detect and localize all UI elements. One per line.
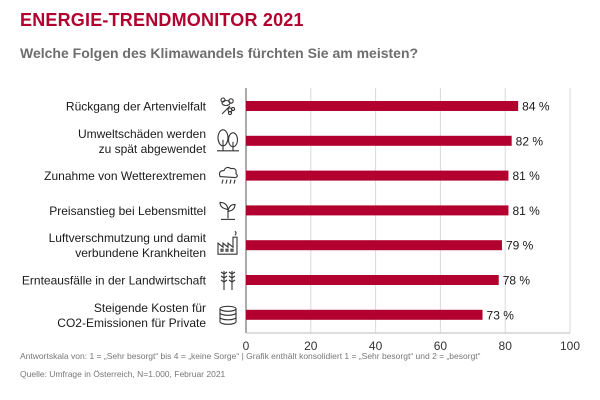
category-label: Luftverschmutzung und damit verbundene Kr…	[49, 231, 207, 260]
storm-cloud-icon	[218, 166, 238, 184]
sprout-icon	[219, 201, 236, 220]
trees-icon	[217, 129, 239, 152]
category-label-line: Steigende Kosten für	[94, 301, 206, 315]
bee-flower-icon	[220, 97, 236, 116]
bar-value-label: 84 %	[522, 100, 550, 114]
category-label-line: CO2-Emissionen für Private	[57, 316, 206, 330]
category-label-line: Zunahme von Wetterextremen	[44, 169, 206, 183]
x-tick-label: 0	[243, 339, 250, 353]
category-label-line: Luftverschmutzung und damit	[49, 231, 207, 245]
chart-subtitle: Welche Folgen des Klimawandels fürchten …	[20, 45, 419, 61]
category-label-line: Preisanstieg bei Lebensmittel	[49, 204, 206, 218]
factory-icon	[217, 230, 238, 255]
bar	[246, 205, 509, 216]
bar	[246, 135, 512, 146]
category-label: Rückgang der Artenvielfalt	[66, 100, 207, 114]
bar	[246, 309, 483, 320]
category-label: Zunahme von Wetterextremen	[44, 169, 206, 183]
category-label-line: zu spät abgewendet	[99, 142, 207, 156]
x-tick-label: 80	[499, 339, 513, 353]
category-label-line: Rückgang der Artenvielfalt	[66, 100, 207, 114]
category-label-line: Ernteausfälle in der Landwirtschaft	[22, 274, 207, 288]
bar-value-label: 73 %	[487, 308, 515, 322]
category-label: Ernteausfälle in der Landwirtschaft	[22, 274, 207, 288]
category-label: Umweltschäden werden zu spät abgewendet	[78, 127, 207, 156]
source-footnote: Quelle: Umfrage in Österreich, N=1.000, …	[20, 369, 226, 379]
category-label-line: verbundene Krankheiten	[75, 246, 206, 260]
x-tick-label: 60	[434, 339, 448, 353]
wheat-icon	[220, 271, 236, 290]
category-label: Steigende Kosten für CO2-Emissionen für P…	[57, 301, 206, 330]
bar-value-label: 82 %	[516, 134, 544, 148]
bar	[246, 170, 509, 181]
bar-value-label: 79 %	[506, 239, 534, 253]
category-label: Preisanstieg bei Lebensmittel	[49, 204, 206, 218]
bar-value-label: 78 %	[503, 274, 531, 288]
x-tick-label: 20	[304, 339, 318, 353]
x-tick-label: 100	[560, 339, 580, 353]
bar-value-label: 81 %	[512, 204, 540, 218]
category-label-line: Umweltschäden werden	[78, 127, 206, 141]
bar-value-label: 81 %	[512, 169, 540, 183]
x-tick-label: 40	[369, 339, 383, 353]
bar	[246, 240, 502, 251]
coins-icon	[219, 305, 237, 325]
bar	[246, 275, 499, 285]
chart-title: ENERGIE-TRENDMONITOR 2021	[20, 10, 304, 30]
scale-footnote: Antwortskala von: 1 = „Sehr besorgt“ bis…	[20, 351, 481, 361]
bar	[246, 101, 519, 111]
